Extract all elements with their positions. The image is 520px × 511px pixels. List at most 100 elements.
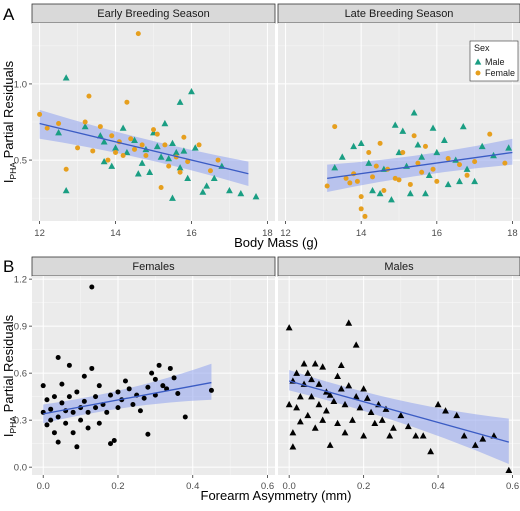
data-point-circle [343, 175, 349, 181]
data-point-circle [66, 394, 72, 400]
data-point-triangle [123, 148, 131, 156]
data-point-triangle [356, 404, 364, 411]
data-point-triangle [252, 193, 260, 200]
data-point-triangle [112, 144, 119, 151]
y-tick-label: 0.6 [14, 369, 27, 380]
data-point-triangle [419, 432, 427, 439]
data-point-triangle [119, 124, 127, 131]
data-point-triangle [337, 361, 345, 369]
data-point-circle [381, 188, 387, 194]
facet-title: Females [132, 261, 175, 273]
data-point-circle [472, 159, 478, 165]
data-point-triangle [459, 122, 467, 130]
data-point-triangle [296, 393, 304, 400]
data-point-triangle [433, 148, 441, 156]
data-point-circle [156, 362, 162, 368]
data-point-circle [347, 180, 353, 186]
data-point-circle [135, 31, 141, 37]
data-point-triangle [376, 189, 384, 197]
data-point-circle [85, 409, 91, 415]
confidence-band [39, 109, 249, 186]
data-point-circle [81, 398, 87, 404]
data-point-triangle [410, 109, 418, 116]
facet-title: Late Breeding Season [345, 8, 454, 20]
data-point-triangle [341, 429, 349, 436]
data-point-circle [104, 409, 110, 415]
data-point-circle [332, 124, 338, 130]
data-point-circle [487, 131, 493, 137]
data-point-triangle [191, 144, 199, 151]
data-point-triangle [399, 127, 407, 134]
data-point-triangle [471, 177, 479, 185]
x-tick-label: 16 [432, 228, 443, 239]
data-point-triangle [391, 121, 399, 128]
x-tick-label: 14 [356, 228, 367, 239]
data-point-circle [115, 405, 121, 411]
data-point-circle [89, 284, 95, 290]
data-point-circle [158, 184, 164, 190]
data-point-circle [86, 93, 92, 99]
data-point-circle [377, 140, 383, 146]
y-axis-title-subscript: PHA [8, 416, 18, 434]
data-point-circle [419, 169, 425, 175]
data-point-circle [56, 121, 62, 127]
data-point-circle [93, 405, 99, 411]
data-point-triangle [184, 174, 192, 182]
data-point-circle [208, 387, 214, 393]
x-tick-label: 14 [110, 228, 121, 239]
data-point-triangle [311, 424, 319, 431]
data-point-triangle [326, 441, 334, 448]
y-axis-title-main: I [1, 180, 16, 184]
data-point-triangle [172, 148, 180, 156]
data-point-triangle [289, 443, 297, 450]
data-point-circle [55, 439, 61, 445]
data-point-circle [81, 373, 87, 379]
data-point-circle [120, 153, 126, 159]
data-point-circle [97, 124, 103, 130]
y-axis-title: IPHA Partial Residuals [1, 60, 18, 183]
data-point-triangle [360, 385, 368, 392]
data-point-circle [358, 194, 364, 200]
data-point-triangle [296, 418, 304, 425]
data-point-circle [40, 383, 46, 389]
data-point-circle [370, 174, 376, 180]
data-point-circle [145, 384, 151, 390]
data-point-triangle [386, 432, 394, 439]
data-point-triangle [169, 139, 176, 147]
data-point-circle [82, 119, 88, 125]
data-point-circle [392, 175, 398, 181]
data-point-circle [167, 365, 173, 371]
data-point-circle [59, 400, 65, 406]
data-point-circle [145, 431, 151, 437]
data-point-circle [464, 172, 470, 178]
data-point-triangle [369, 186, 376, 194]
data-point-circle [108, 392, 114, 398]
data-point-triangle [226, 186, 233, 194]
data-point-triangle [479, 435, 487, 442]
data-point-triangle [440, 136, 448, 143]
data-point-triangle [350, 142, 358, 150]
data-point-triangle [378, 416, 386, 423]
data-point-circle [66, 362, 72, 368]
data-point-triangle [293, 404, 301, 411]
x-tick-label: 16 [186, 228, 197, 239]
data-point-circle [55, 414, 61, 420]
panel-background [32, 276, 275, 475]
panel-letter: A [3, 5, 15, 24]
data-point-circle [128, 136, 134, 142]
data-point-triangle [153, 142, 161, 150]
data-point-triangle [334, 419, 341, 426]
legend-title: Sex [474, 43, 490, 53]
data-point-circle [113, 149, 119, 155]
data-point-triangle [203, 182, 211, 189]
y-axis-title-rest: Partial Residuals [1, 60, 16, 162]
data-point-circle [445, 156, 451, 162]
data-point-triangle [505, 466, 513, 473]
data-point-triangle [367, 408, 375, 416]
data-point-circle [175, 391, 181, 397]
data-point-triangle [131, 136, 138, 143]
data-point-triangle [100, 138, 108, 145]
data-point-triangle [134, 170, 142, 177]
data-point-circle [151, 127, 156, 133]
